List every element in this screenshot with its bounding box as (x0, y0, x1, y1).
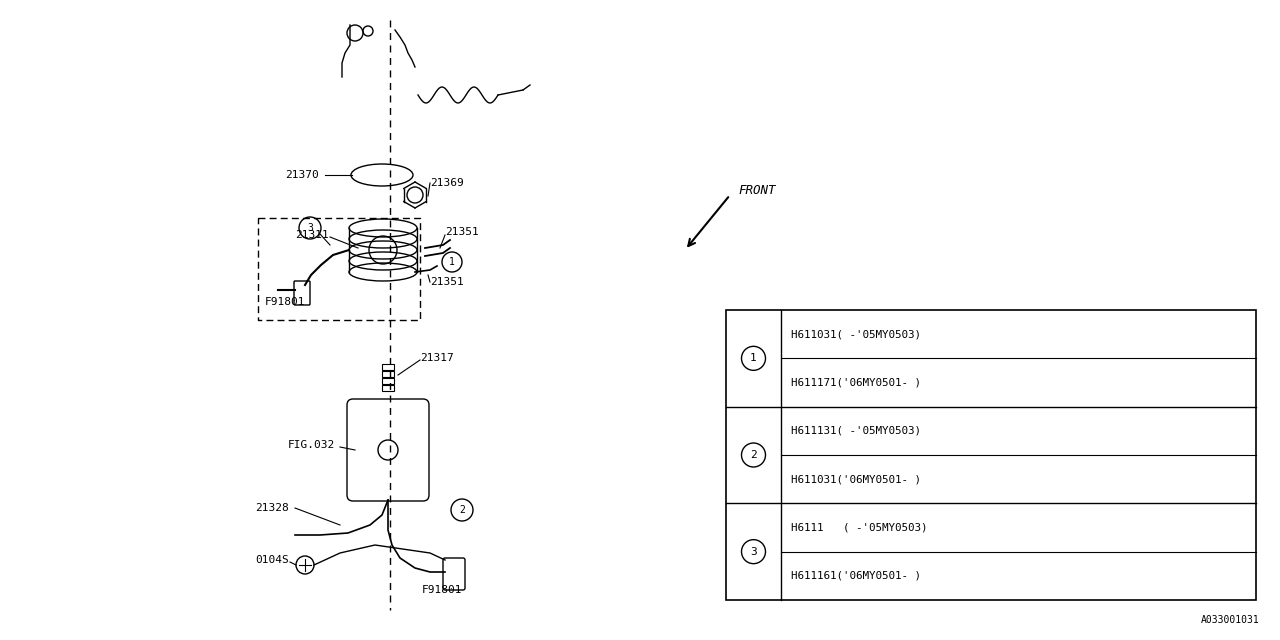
Text: 21369: 21369 (430, 178, 463, 188)
Bar (726, 310, 1256, 600)
Text: 21317: 21317 (420, 353, 453, 363)
Bar (381, 364, 394, 370)
Text: 3: 3 (750, 547, 756, 557)
Text: 21311: 21311 (294, 230, 329, 240)
Text: 21351: 21351 (445, 227, 479, 237)
Text: H611161('06MY0501- ): H611161('06MY0501- ) (791, 571, 922, 581)
Text: 21351: 21351 (430, 277, 463, 287)
Text: 0104S: 0104S (255, 555, 289, 565)
Text: A033001031: A033001031 (1201, 615, 1260, 625)
Text: 3: 3 (307, 223, 312, 233)
Text: H611131( -'05MY0503): H611131( -'05MY0503) (791, 426, 922, 436)
Text: 2: 2 (750, 450, 756, 460)
Text: FRONT: FRONT (739, 184, 776, 196)
Text: 1: 1 (449, 257, 454, 267)
Text: H611031('06MY0501- ): H611031('06MY0501- ) (791, 474, 922, 484)
Bar (381, 371, 394, 377)
Text: 21328: 21328 (255, 503, 289, 513)
Text: 1: 1 (750, 353, 756, 364)
Text: 2: 2 (460, 505, 465, 515)
Bar (381, 385, 394, 391)
Bar (381, 378, 394, 384)
Text: F91801: F91801 (421, 585, 462, 595)
Text: 21370: 21370 (285, 170, 319, 180)
Text: H611031( -'05MY0503): H611031( -'05MY0503) (791, 329, 922, 339)
Text: FIG.032: FIG.032 (288, 440, 335, 450)
Text: F91801: F91801 (265, 297, 306, 307)
Text: H6111   ( -'05MY0503): H6111 ( -'05MY0503) (791, 522, 928, 532)
Text: H611171('06MY0501- ): H611171('06MY0501- ) (791, 378, 922, 387)
